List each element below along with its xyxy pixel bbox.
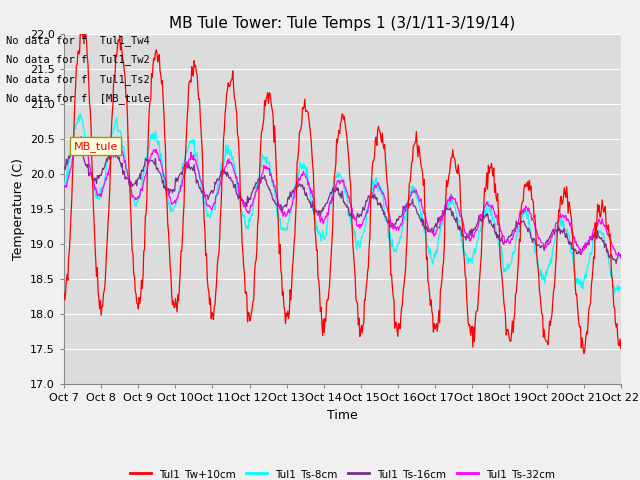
Text: No data for f  [MB_tule: No data for f [MB_tule xyxy=(6,93,150,104)
Legend: Tul1_Tw+10cm, Tul1_Ts-8cm, Tul1_Ts-16cm, Tul1_Ts-32cm: Tul1_Tw+10cm, Tul1_Ts-8cm, Tul1_Ts-16cm,… xyxy=(125,465,559,480)
X-axis label: Time: Time xyxy=(327,408,358,421)
Text: No data for f  Tul1_Ts2: No data for f Tul1_Ts2 xyxy=(6,73,150,84)
Text: MB_tule: MB_tule xyxy=(74,141,118,152)
Title: MB Tule Tower: Tule Temps 1 (3/1/11-3/19/14): MB Tule Tower: Tule Temps 1 (3/1/11-3/19… xyxy=(169,16,516,31)
Text: No data for f  Tul1_Tw4: No data for f Tul1_Tw4 xyxy=(6,35,150,46)
Y-axis label: Temperature (C): Temperature (C) xyxy=(12,158,24,260)
Text: No data for f  Tul1_Tw2: No data for f Tul1_Tw2 xyxy=(6,54,150,65)
